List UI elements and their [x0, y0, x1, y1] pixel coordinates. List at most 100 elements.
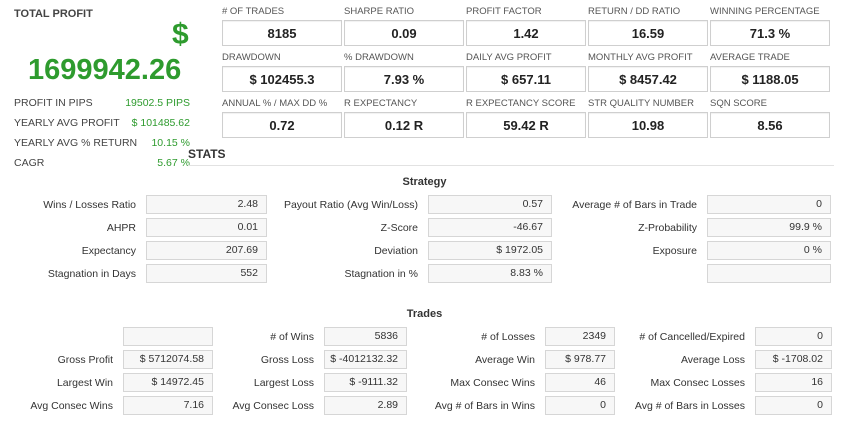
- metric-label: AVERAGE TRADE: [710, 52, 790, 63]
- metric-label: SQN SCORE: [710, 98, 768, 109]
- summary-row-yearly-avg-profit: YEARLY AVG PROFIT $ 101485.62: [14, 117, 190, 129]
- strategy-row: Expectancy 207.69 Deviation $ 1972.05 Ex…: [0, 241, 831, 260]
- metric-label: STR QUALITY NUMBER: [588, 98, 694, 109]
- metric-label: WINNING PERCENTAGE: [710, 6, 820, 17]
- stat-label: # of Cancelled/Expired: [639, 330, 745, 343]
- strategy-title: Strategy: [402, 176, 447, 188]
- metric-value: 0.09: [344, 20, 464, 46]
- trades-row: # of Wins 5836 # of Losses 2349 # of Can…: [0, 327, 832, 346]
- summary-value: $ 101485.62: [131, 117, 190, 129]
- stat-value: [707, 264, 831, 283]
- stat-value: $ -4012132.32: [324, 350, 407, 369]
- metric-value: 8185: [222, 20, 342, 46]
- metric-annual-max-dd: ANNUAL % / MAX DD % 0.72: [222, 98, 342, 138]
- stat-label: Largest Loss: [253, 376, 314, 389]
- stat-label: Gross Loss: [260, 353, 314, 366]
- summary-row-cagr: CAGR 5.67 %: [14, 157, 190, 169]
- stat-value: $ 5712074.58: [123, 350, 213, 369]
- metric-label: # OF TRADES: [222, 6, 285, 17]
- stat-value: $ -9111.32: [324, 373, 407, 392]
- metric-value: $ 102455.3: [222, 66, 342, 92]
- summary-value: 5.67 %: [157, 157, 190, 169]
- stat-value: 46: [545, 373, 615, 392]
- metric-trades: # OF TRADES 8185: [222, 6, 342, 46]
- stat-value: 207.69: [146, 241, 267, 260]
- metric-average-trade: AVERAGE TRADE $ 1188.05: [710, 52, 830, 92]
- total-profit-label: TOTAL PROFIT: [14, 8, 93, 20]
- metric-value: 8.56: [710, 112, 830, 138]
- stat-value: 99.9 %: [707, 218, 831, 237]
- stat-value: 0.01: [146, 218, 267, 237]
- metric-profit-factor: PROFIT FACTOR 1.42: [466, 6, 586, 46]
- summary-label: PROFIT IN PIPS: [14, 97, 93, 109]
- metric-label: R EXPECTANCY: [344, 98, 418, 109]
- stat-label: Payout Ratio (Avg Win/Loss): [283, 198, 418, 211]
- metric-return-dd-ratio: RETURN / DD RATIO 16.59: [588, 6, 708, 46]
- metric-label: SHARPE RATIO: [344, 6, 415, 17]
- stat-label: Stagnation in Days: [47, 267, 136, 280]
- stat-value: 0: [755, 327, 832, 346]
- metric-value: 7.93 %: [344, 66, 464, 92]
- stat-value: $ 1972.05: [428, 241, 552, 260]
- stat-label: Avg Consec Wins: [30, 399, 113, 412]
- stat-value: 0: [755, 396, 832, 415]
- metric-monthly-avg-profit: MONTHLY AVG PROFIT $ 8457.42: [588, 52, 708, 92]
- metric-value: 10.98: [588, 112, 708, 138]
- summary-label: YEARLY AVG % RETURN: [14, 137, 138, 149]
- stat-value: 7.16: [123, 396, 213, 415]
- stat-label: # of Losses: [481, 330, 535, 343]
- metric-label: DAILY AVG PROFIT: [466, 52, 552, 63]
- stat-label: Max Consec Wins: [450, 376, 535, 389]
- strategy-row: AHPR 0.01 Z-Score -46.67 Z-Probability 9…: [0, 218, 831, 237]
- stat-value: 0 %: [707, 241, 831, 260]
- strategy-row: Stagnation in Days 552 Stagnation in % 8…: [0, 264, 831, 283]
- stat-value: 2349: [545, 327, 615, 346]
- summary-label: CAGR: [14, 157, 45, 169]
- metric-winning-percentage: WINNING PERCENTAGE 71.3 %: [710, 6, 830, 46]
- metric-value: 16.59: [588, 20, 708, 46]
- stat-value: 2.89: [324, 396, 407, 415]
- metric-label: ANNUAL % / MAX DD %: [222, 98, 328, 109]
- metric-value: 0.72: [222, 112, 342, 138]
- trades-row: Largest Win $ 14972.45 Largest Loss $ -9…: [0, 373, 832, 392]
- stat-label: Avg Consec Loss: [232, 399, 314, 412]
- stat-label: Wins / Losses Ratio: [43, 198, 136, 211]
- summary-row-profit-pips: PROFIT IN PIPS 19502.5 PIPS: [14, 97, 190, 109]
- stat-value: 16: [755, 373, 832, 392]
- stat-value: 0.57: [428, 195, 552, 214]
- stat-label: Average # of Bars in Trade: [572, 198, 697, 211]
- metric-label: % DRAWDOWN: [344, 52, 414, 63]
- metric-percent-drawdown: % DRAWDOWN 7.93 %: [344, 52, 464, 92]
- metric-sharpe-ratio: SHARPE RATIO 0.09: [344, 6, 464, 46]
- stat-value: $ 978.77: [545, 350, 615, 369]
- stat-label: Largest Win: [56, 376, 113, 389]
- stat-value: 8.83 %: [428, 264, 552, 283]
- stat-value: 5836: [324, 327, 407, 346]
- trades-row: Gross Profit $ 5712074.58 Gross Loss $ -…: [0, 350, 832, 369]
- stat-value: -46.67: [428, 218, 552, 237]
- currency-symbol: $: [172, 18, 189, 51]
- stat-value: [123, 327, 213, 346]
- metric-value: 59.42 R: [466, 112, 586, 138]
- metric-r-expectancy: R EXPECTANCY 0.12 R: [344, 98, 464, 138]
- metric-value: $ 1188.05: [710, 66, 830, 92]
- strategy-row: Wins / Losses Ratio 2.48 Payout Ratio (A…: [0, 195, 831, 214]
- stat-label: Expectancy: [81, 244, 136, 257]
- stat-value: 0: [707, 195, 831, 214]
- stat-label: Average Loss: [680, 353, 745, 366]
- stat-label: Z-Score: [380, 221, 418, 234]
- stat-label: Exposure: [652, 244, 697, 257]
- stat-value: 0: [545, 396, 615, 415]
- metric-label: PROFIT FACTOR: [466, 6, 542, 17]
- summary-label: YEARLY AVG PROFIT: [14, 117, 120, 129]
- stat-label: Z-Probability: [638, 221, 697, 234]
- metric-sqn-score: SQN SCORE 8.56: [710, 98, 830, 138]
- stat-value: 2.48: [146, 195, 267, 214]
- metric-daily-avg-profit: DAILY AVG PROFIT $ 657.11: [466, 52, 586, 92]
- trades-row: Avg Consec Wins 7.16 Avg Consec Loss 2.8…: [0, 396, 832, 415]
- metric-label: RETURN / DD RATIO: [588, 6, 681, 17]
- stat-label: # of Wins: [270, 330, 314, 343]
- stats-heading: STATS: [188, 147, 226, 161]
- stat-label: Gross Profit: [57, 353, 113, 366]
- stat-label: Deviation: [374, 244, 418, 257]
